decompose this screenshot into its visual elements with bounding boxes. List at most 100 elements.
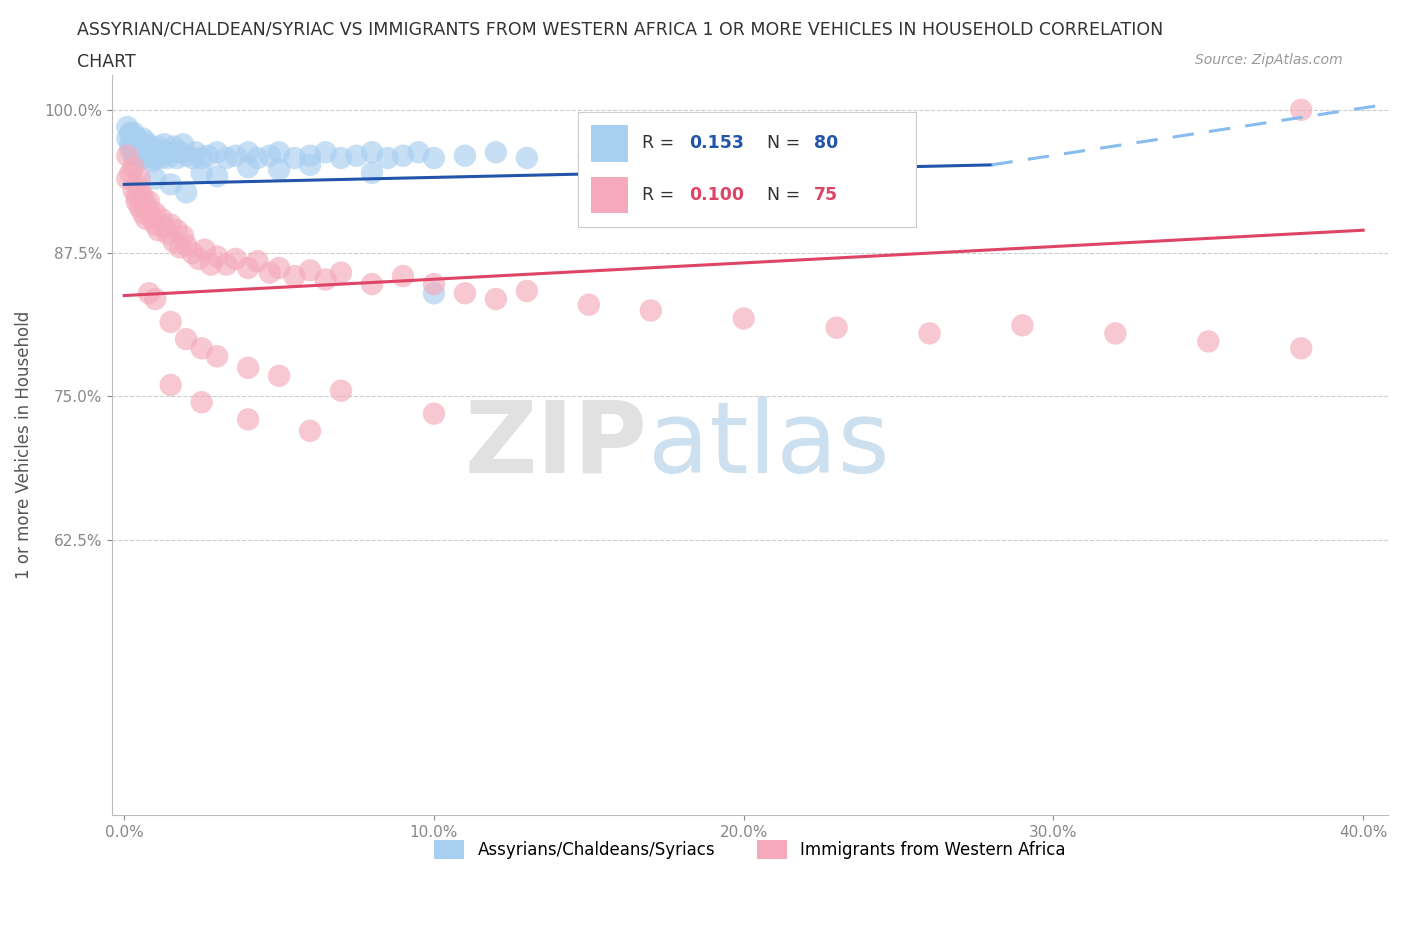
Point <box>236 360 259 375</box>
Point <box>125 142 148 157</box>
Point <box>423 286 446 300</box>
Point <box>122 148 145 163</box>
Point <box>225 148 247 163</box>
Point <box>205 249 228 264</box>
Point <box>141 211 163 226</box>
Point <box>172 137 194 152</box>
Point <box>392 269 415 284</box>
Point <box>159 314 181 329</box>
Point <box>143 142 166 157</box>
Point <box>159 217 181 232</box>
Point <box>125 148 148 163</box>
Point <box>454 148 477 163</box>
Point <box>299 148 322 163</box>
Point <box>1011 318 1033 333</box>
Point <box>408 145 430 160</box>
Point <box>918 326 941 340</box>
Point <box>120 166 142 180</box>
Point <box>184 145 207 160</box>
Point <box>315 145 337 160</box>
Point <box>1197 334 1219 349</box>
Point <box>125 189 148 204</box>
Point <box>361 145 384 160</box>
Point <box>135 135 157 150</box>
Point <box>284 151 307 166</box>
Point <box>236 412 259 427</box>
Point <box>299 263 322 278</box>
Point <box>190 341 212 356</box>
Point <box>143 217 166 232</box>
Text: ZIP: ZIP <box>465 397 648 494</box>
Point <box>215 258 238 272</box>
Point <box>153 137 176 152</box>
Point <box>299 423 322 438</box>
Point <box>148 223 170 238</box>
Point <box>163 234 186 249</box>
Point <box>169 240 191 255</box>
Point <box>377 151 399 166</box>
Point <box>578 148 600 163</box>
Point <box>153 145 176 160</box>
Point <box>163 140 186 154</box>
Text: atlas: atlas <box>648 397 890 494</box>
Point <box>516 284 538 299</box>
Point <box>236 145 259 160</box>
Point <box>128 142 150 157</box>
Point <box>269 162 291 177</box>
Point <box>259 265 281 280</box>
Text: CHART: CHART <box>77 53 136 71</box>
Point <box>299 157 322 172</box>
Point <box>135 151 157 166</box>
Point <box>236 160 259 175</box>
Point <box>166 151 188 166</box>
Point <box>246 254 269 269</box>
Point <box>190 166 212 180</box>
Point <box>143 171 166 186</box>
Point <box>148 148 170 163</box>
Point <box>122 140 145 154</box>
Point <box>117 171 139 186</box>
Point <box>392 148 415 163</box>
Point <box>174 148 197 163</box>
Point <box>156 151 179 166</box>
Point <box>148 140 170 154</box>
Point <box>200 258 222 272</box>
Point <box>423 151 446 166</box>
Point <box>128 200 150 215</box>
Point <box>122 131 145 146</box>
Point <box>132 189 155 204</box>
Point <box>125 177 148 192</box>
Point <box>1289 341 1312 356</box>
Point <box>190 151 212 166</box>
Point <box>138 286 160 300</box>
Text: ASSYRIAN/CHALDEAN/SYRIAC VS IMMIGRANTS FROM WESTERN AFRICA 1 OR MORE VEHICLES IN: ASSYRIAN/CHALDEAN/SYRIAC VS IMMIGRANTS F… <box>77 20 1164 38</box>
Point <box>225 251 247 266</box>
Point <box>128 151 150 166</box>
Point <box>423 406 446 421</box>
Point <box>141 145 163 160</box>
Point <box>516 151 538 166</box>
Point <box>138 194 160 209</box>
Point <box>284 269 307 284</box>
Point <box>143 151 166 166</box>
Point <box>454 286 477 300</box>
Point <box>128 146 150 161</box>
Point <box>150 151 173 166</box>
Point <box>132 148 155 163</box>
Point <box>190 394 212 409</box>
Point <box>128 137 150 152</box>
Point <box>172 229 194 244</box>
Point <box>156 226 179 241</box>
Point <box>150 211 173 226</box>
Point <box>132 131 155 146</box>
Point <box>361 166 384 180</box>
Point <box>132 140 155 154</box>
Point <box>143 292 166 307</box>
Point <box>159 177 181 192</box>
Point <box>197 148 219 163</box>
Point <box>135 196 157 211</box>
Point <box>330 265 353 280</box>
Point <box>128 171 150 186</box>
Legend: Assyrians/Chaldeans/Syriacs, Immigrants from Western Africa: Assyrians/Chaldeans/Syriacs, Immigrants … <box>427 833 1073 866</box>
Point <box>120 126 142 140</box>
